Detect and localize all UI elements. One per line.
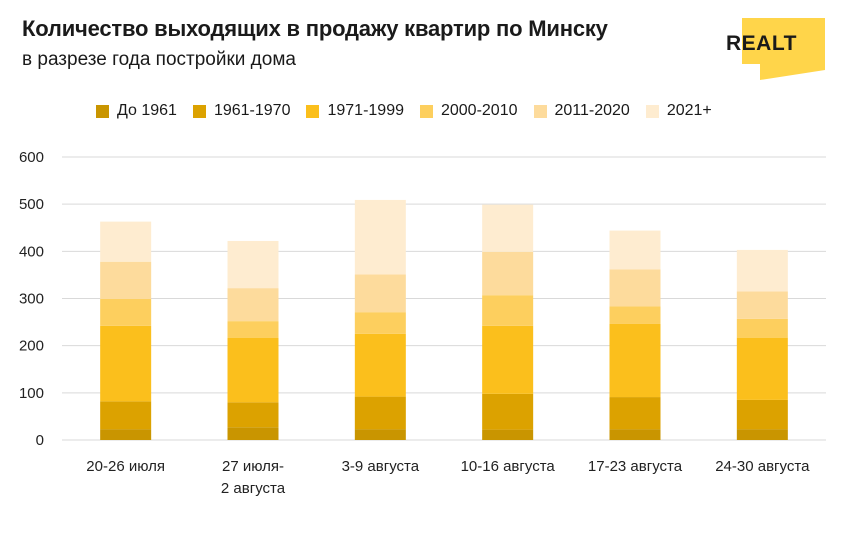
bar-segment [609, 323, 661, 398]
bar-segment [736, 399, 788, 430]
legend-item: 2021+ [645, 102, 712, 120]
bar-segment [100, 221, 152, 262]
bar-segment [609, 269, 661, 307]
bar-segment [736, 337, 788, 400]
legend-swatch [306, 104, 320, 118]
x-tick-label: 17-23 августа [588, 458, 683, 475]
chart-subtitle: в разрезе года постройки дома [22, 49, 296, 70]
legend-item: 2000-2010 [419, 102, 518, 120]
x-tick-label-line: 20-26 июля [86, 458, 165, 475]
bar-segment [100, 298, 152, 326]
x-tick-label-line: 10-16 августа [461, 458, 556, 475]
chart-legend: До 1961 1961-1970 1971-1999 2000-2010 2011-2… [96, 101, 728, 121]
y-tick-label: 300 [19, 291, 44, 308]
logo-text: REALT [726, 32, 797, 55]
x-tick-label-line: 17-23 августа [588, 458, 683, 475]
x-tick-label-line: 27 июля- [222, 458, 284, 475]
bar-segment [609, 230, 661, 270]
bar-segment [482, 251, 534, 296]
legend-swatch [96, 104, 109, 118]
logo-background [742, 18, 825, 80]
bar-segment [100, 325, 152, 402]
y-tick-label: 0 [36, 432, 44, 449]
realt-logo: REALT [726, 18, 825, 80]
y-tick-label: 200 [19, 338, 44, 355]
x-tick-label: 3-9 августа [342, 458, 420, 475]
bar-segment [736, 318, 788, 338]
legend-item: 2011-2020 [533, 102, 630, 120]
legend-swatch [533, 104, 547, 118]
chart-title: Количество выходящих в продажу квартир п… [22, 16, 608, 41]
bar-segment [354, 396, 406, 430]
bar-segment [100, 401, 152, 430]
x-tick-label-line: 24-30 августа [715, 458, 810, 475]
x-tick-label: 24-30 августа [715, 458, 810, 475]
legend-swatch [419, 104, 433, 118]
bar-segment [609, 306, 661, 324]
legend-label: До 1961 [117, 102, 177, 119]
bar-segment [609, 429, 661, 440]
bar-segment [736, 291, 788, 319]
bar-segment [354, 429, 406, 440]
bar-segment [100, 261, 152, 299]
bar-segment [354, 199, 406, 275]
bar-segment [227, 337, 279, 403]
legend-label: 1961-1970 [213, 102, 291, 119]
x-tick-label-line: 3-9 августа [342, 458, 420, 475]
x-tick-label: 20-26 июля [86, 458, 165, 475]
legend-swatch [192, 104, 206, 118]
y-tick-label: 500 [19, 196, 44, 213]
legend-label: 2000-2010 [440, 102, 518, 119]
bar-segment [354, 274, 406, 313]
bar-segment [354, 333, 406, 397]
x-tick-label: 27 июля- 2 августа [221, 458, 286, 497]
bar-segment [227, 427, 279, 440]
bar-segment [482, 204, 534, 252]
bar-segment [227, 402, 279, 428]
y-tick-label: 600 [19, 149, 44, 166]
y-tick-label: 100 [19, 385, 44, 402]
bar-segment [354, 312, 406, 334]
legend-item: 1961-1970 [192, 102, 291, 120]
legend-label: 2011-2020 [554, 102, 630, 119]
bar-segment [482, 393, 534, 430]
bar-segment [482, 325, 534, 394]
legend-label: 2021+ [666, 102, 712, 119]
legend-swatch [645, 104, 659, 118]
legend-label: 1971-1999 [327, 102, 404, 119]
bar-segment [609, 397, 661, 430]
legend-item: 1971-1999 [306, 102, 404, 120]
bar-segment [736, 429, 788, 440]
bar-segment [736, 249, 788, 292]
bar-segment [227, 321, 279, 338]
bar-segment [482, 429, 534, 440]
bar-segment [227, 240, 279, 289]
x-tick-label-line: 2 августа [221, 480, 286, 497]
legend-item: До 1961 [96, 102, 177, 120]
bar-segment [227, 288, 279, 322]
x-tick-label: 10-16 августа [461, 458, 556, 475]
bar-segment [482, 295, 534, 326]
bar-segment [100, 429, 152, 440]
y-tick-label: 400 [19, 243, 44, 260]
